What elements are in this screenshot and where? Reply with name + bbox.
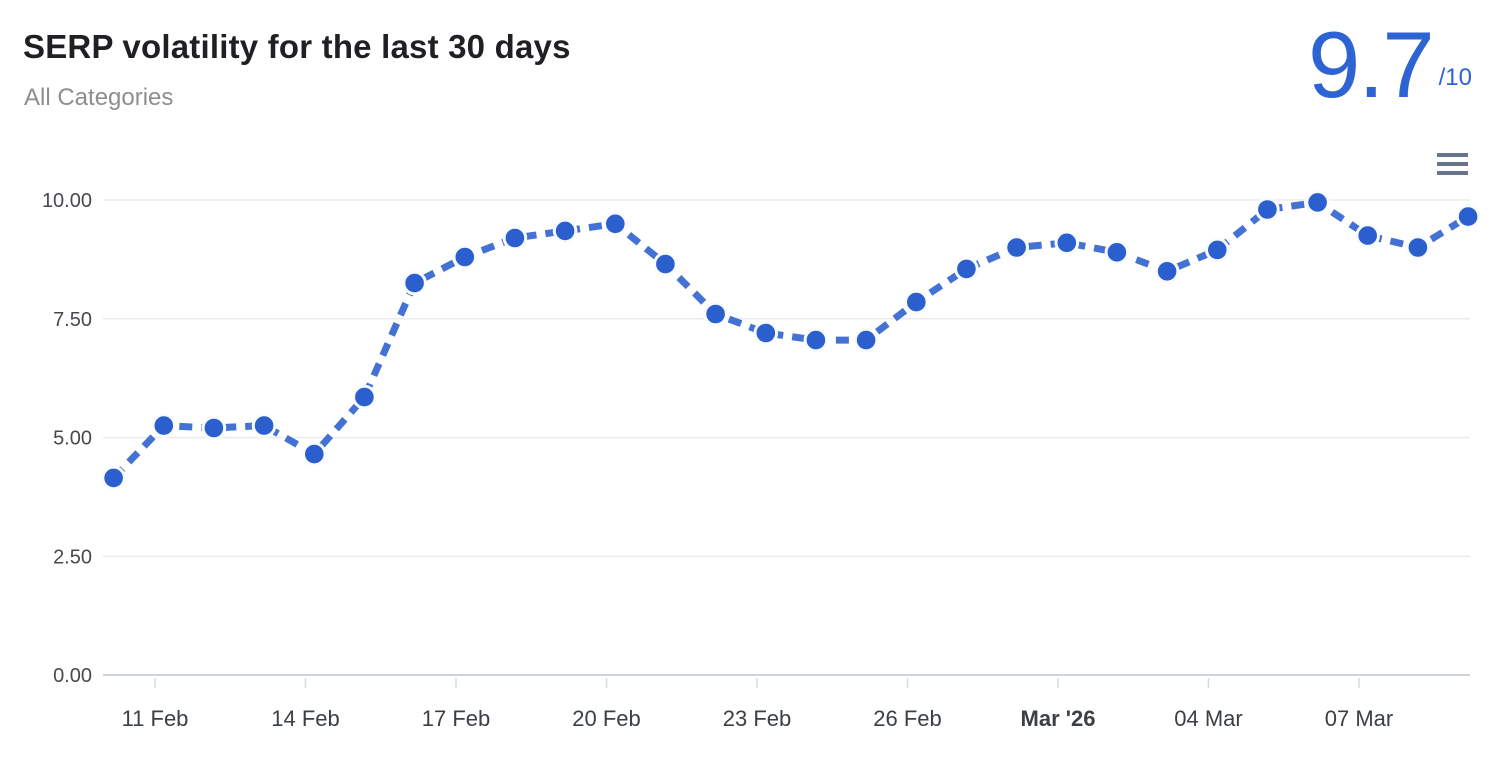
y-axis-label: 7.50 — [53, 309, 92, 331]
data-point-marker[interactable] — [302, 441, 327, 467]
y-axis-label: 5.00 — [53, 428, 92, 450]
data-point-marker[interactable] — [1305, 190, 1330, 215]
data-point-marker[interactable] — [1054, 230, 1080, 256]
data-point-marker[interactable] — [352, 384, 377, 410]
data-point-marker[interactable] — [201, 415, 227, 441]
y-axis-label: 2.50 — [53, 546, 92, 568]
data-point-marker[interactable] — [653, 251, 678, 277]
data-point-marker[interactable] — [1004, 235, 1029, 260]
data-point-marker[interactable] — [101, 465, 126, 491]
x-axis-label: 20 Feb — [572, 706, 641, 731]
data-point-marker[interactable] — [552, 218, 578, 244]
x-axis-label: 23 Feb — [723, 706, 792, 731]
page-title: SERP volatility for the last 30 days — [23, 28, 571, 65]
data-point-marker[interactable] — [1205, 237, 1230, 263]
data-point-marker[interactable] — [753, 320, 779, 346]
data-point-marker[interactable] — [703, 301, 728, 327]
x-axis-label: 04 Mar — [1174, 706, 1242, 731]
x-axis-label: 26 Feb — [873, 706, 942, 731]
menu-bar — [1437, 162, 1468, 166]
data-point-marker[interactable] — [1154, 259, 1180, 284]
data-point-marker[interactable] — [1104, 240, 1130, 265]
volatility-score-badge: 9.7 /10 — [1308, 18, 1472, 112]
data-point-marker[interactable] — [1455, 204, 1481, 229]
hamburger-menu-icon[interactable] — [1437, 153, 1468, 175]
menu-bar — [1437, 171, 1468, 175]
y-axis-label: 0.00 — [53, 665, 92, 687]
x-axis-label: 11 Feb — [122, 706, 189, 731]
score-suffix: /10 — [1438, 64, 1472, 91]
data-point-marker[interactable] — [1355, 223, 1380, 248]
data-point-marker[interactable] — [803, 327, 829, 353]
data-point-marker[interactable] — [452, 244, 478, 270]
data-point-marker[interactable] — [151, 413, 177, 438]
y-axis-label: 10.00 — [42, 190, 92, 212]
menu-bar — [1437, 153, 1468, 157]
category-filter-label: All Categories — [24, 84, 174, 111]
data-point-marker[interactable] — [502, 225, 528, 251]
data-point-marker[interactable] — [904, 289, 929, 315]
data-point-marker[interactable] — [1405, 235, 1431, 260]
data-point-marker[interactable] — [853, 327, 879, 353]
volatility-series-line — [111, 198, 1470, 481]
data-point-marker[interactable] — [954, 256, 979, 282]
x-axis-label: Mar '26 — [1021, 706, 1096, 731]
data-point-marker[interactable] — [251, 413, 277, 438]
x-axis-label: 07 Mar — [1325, 706, 1393, 731]
data-point-marker[interactable] — [1255, 197, 1280, 222]
score-value: 9.7 — [1307, 12, 1435, 117]
data-point-marker[interactable] — [603, 211, 628, 237]
data-point-marker[interactable] — [402, 270, 427, 296]
x-axis-label: 17 Feb — [422, 706, 491, 731]
x-axis-label: 14 Feb — [271, 706, 340, 731]
